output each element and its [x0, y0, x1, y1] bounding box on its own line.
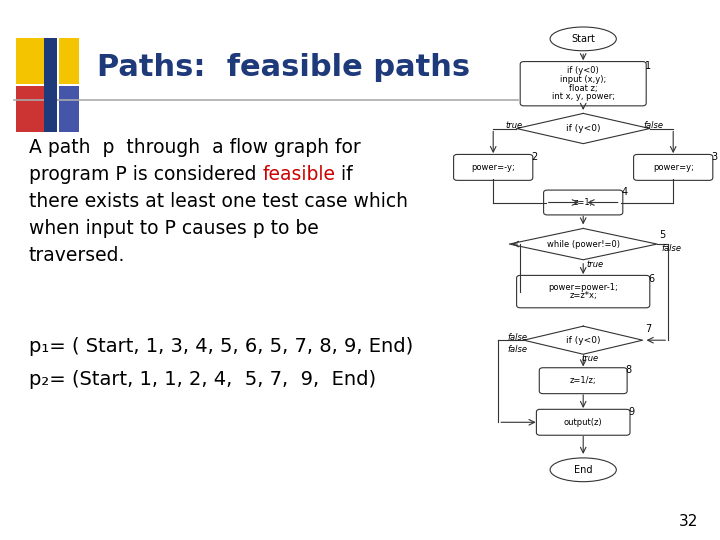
Text: feasible: feasible — [262, 165, 336, 184]
Text: power=y;: power=y; — [653, 163, 693, 172]
Text: Start: Start — [571, 34, 595, 44]
Text: true: true — [505, 121, 523, 130]
FancyBboxPatch shape — [16, 86, 55, 132]
Text: 8: 8 — [626, 365, 632, 375]
Text: false: false — [507, 346, 527, 354]
Text: float z;: float z; — [569, 84, 598, 92]
Text: 32: 32 — [679, 514, 698, 529]
Text: z=1/z;: z=1/z; — [570, 376, 596, 385]
Text: z=1;: z=1; — [574, 198, 593, 207]
Text: int x, y, power;: int x, y, power; — [552, 92, 615, 102]
FancyBboxPatch shape — [521, 62, 647, 106]
FancyBboxPatch shape — [16, 38, 55, 84]
Text: End: End — [574, 465, 593, 475]
Text: 5: 5 — [660, 230, 666, 240]
Text: if (y<0): if (y<0) — [566, 336, 600, 345]
Text: true: true — [587, 260, 604, 268]
Text: p₁= ( Start, 1, 3, 4, 5, 6, 5, 7, 8, 9, End): p₁= ( Start, 1, 3, 4, 5, 6, 5, 7, 8, 9, … — [29, 338, 413, 356]
FancyBboxPatch shape — [536, 409, 630, 435]
FancyBboxPatch shape — [544, 190, 623, 215]
Text: program P is considered: program P is considered — [29, 165, 262, 184]
Text: 7: 7 — [645, 323, 652, 334]
Text: while (power!=0): while (power!=0) — [546, 240, 620, 248]
FancyBboxPatch shape — [59, 86, 79, 132]
Text: there exists at least one test case which: there exists at least one test case whic… — [29, 192, 408, 211]
Text: input (x,y);: input (x,y); — [560, 75, 606, 84]
Text: true: true — [582, 354, 599, 362]
Text: if: if — [336, 165, 353, 184]
FancyBboxPatch shape — [517, 275, 650, 308]
Text: when input to P causes p to be: when input to P causes p to be — [29, 219, 318, 238]
FancyBboxPatch shape — [539, 368, 627, 394]
Text: A path  p  through  a flow graph for: A path p through a flow graph for — [29, 138, 361, 157]
Text: false: false — [661, 244, 681, 253]
Ellipse shape — [550, 27, 616, 51]
Text: traversed.: traversed. — [29, 246, 125, 265]
FancyBboxPatch shape — [454, 154, 533, 180]
Text: 1: 1 — [645, 60, 652, 71]
Text: power=power-1;: power=power-1; — [549, 283, 618, 292]
Text: 2: 2 — [531, 152, 538, 162]
Text: p₂= (Start, 1, 1, 2, 4,  5, 7,  9,  End): p₂= (Start, 1, 1, 2, 4, 5, 7, 9, End) — [29, 370, 376, 389]
Text: false: false — [507, 333, 527, 342]
Text: if (y<0): if (y<0) — [566, 124, 600, 133]
Text: output(z): output(z) — [564, 418, 603, 427]
Text: z=z*x;: z=z*x; — [570, 292, 597, 300]
Ellipse shape — [550, 458, 616, 482]
Text: Paths:  feasible paths: Paths: feasible paths — [97, 53, 470, 82]
Text: false: false — [643, 121, 663, 130]
Text: 4: 4 — [621, 187, 628, 197]
FancyBboxPatch shape — [59, 38, 79, 84]
FancyBboxPatch shape — [45, 38, 58, 132]
Text: if (y<0): if (y<0) — [567, 66, 599, 75]
Text: 3: 3 — [711, 152, 718, 162]
Text: 9: 9 — [629, 407, 635, 417]
Text: power=-y;: power=-y; — [472, 163, 515, 172]
Text: 6: 6 — [648, 274, 654, 284]
FancyBboxPatch shape — [634, 154, 713, 180]
